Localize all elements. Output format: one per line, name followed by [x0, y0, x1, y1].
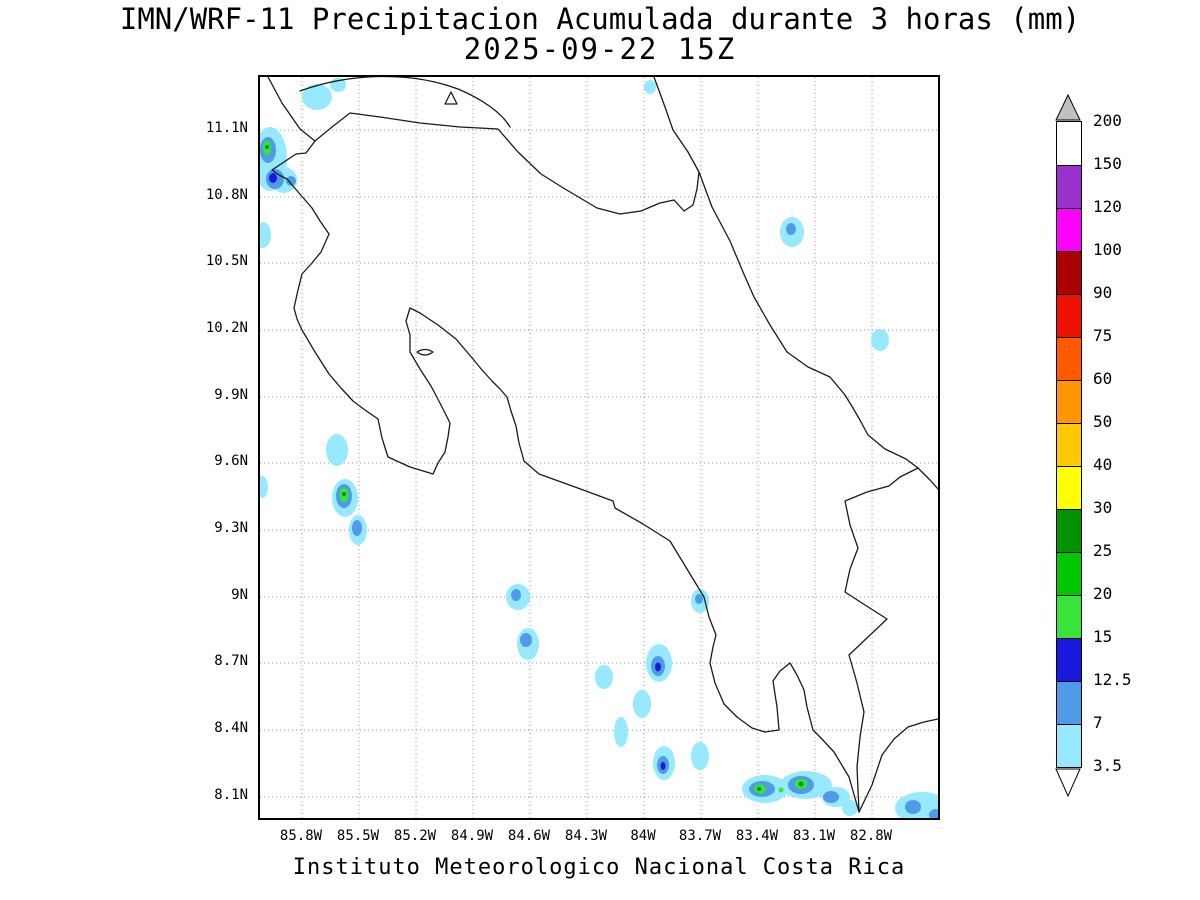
lat-tick-label: 9N: [231, 587, 248, 603]
precip-cell: [614, 717, 628, 747]
precip-cell: [691, 742, 709, 770]
nicaragua-border-san-juan-river: [314, 112, 700, 215]
lat-tick-label: 9.6N: [214, 453, 248, 469]
coastline-layer: [267, 77, 938, 813]
colorbar-segment: [1057, 466, 1081, 509]
colorbar-label: 20: [1093, 584, 1113, 603]
valid-time-subtitle: 2025-09-22 15Z: [463, 32, 737, 66]
precip-cell: [646, 644, 672, 682]
colorbar-segment: [1057, 208, 1081, 251]
colorbar-label: 12.5: [1093, 670, 1132, 689]
page-title: IMN/WRF-11 Precipitacion Acumulada duran…: [119, 2, 1081, 36]
precip-cell: [349, 515, 367, 545]
pacific-coast: [271, 140, 860, 813]
precip-cell: [780, 217, 804, 247]
precip-cell: [742, 771, 850, 807]
colorbar-bottom-arrow: [1055, 768, 1081, 797]
gridlines: [260, 77, 938, 818]
map-plot-area: [258, 75, 940, 820]
lon-tick-label: 85.8W: [279, 828, 323, 844]
colorbar-label: 50: [1093, 412, 1113, 431]
colorbar-label: 7: [1093, 713, 1103, 732]
colorbar-label: 100: [1093, 240, 1122, 259]
colorbar-segment: [1057, 122, 1081, 165]
precip-cell: [633, 690, 651, 718]
precip-cell: [644, 80, 656, 94]
colorbar-label: 40: [1093, 455, 1113, 474]
precip-cell: [595, 665, 613, 689]
precip-cell: [691, 589, 709, 613]
lon-tick-label: 84.6W: [507, 828, 551, 844]
lat-tick-label: 8.7N: [214, 653, 248, 669]
colorbar-label: 30: [1093, 498, 1113, 517]
institution-caption: Instituto Meteorologico Nacional Costa R…: [292, 855, 906, 880]
colorbar-segment: [1057, 509, 1081, 552]
colorbar-label: 15: [1093, 627, 1113, 646]
lake-island: [444, 91, 458, 105]
colorbar-segment: [1057, 337, 1081, 380]
colorbar-segment: [1057, 638, 1081, 681]
map-canvas: [260, 77, 938, 818]
nicaragua-pacific-coast: [267, 77, 316, 142]
precip-cell: [653, 746, 675, 780]
lat-tick-label: 10.8N: [205, 187, 248, 203]
colorbar-label: 60: [1093, 369, 1113, 388]
lat-tick-label: 8.4N: [214, 720, 248, 736]
colorbar-top-arrow-shape: [1055, 94, 1081, 121]
precip-cell: [260, 127, 297, 193]
precip-cell: [895, 792, 938, 818]
lat-tick-label: 11.1N: [205, 120, 248, 136]
colorbar-segment: [1057, 552, 1081, 595]
panama-border: [844, 467, 919, 813]
colorbar-label: 25: [1093, 541, 1113, 560]
precip-cell: [332, 479, 358, 517]
lon-tick-label: 82.8W: [849, 828, 893, 844]
lon-tick-label: 84W: [630, 828, 656, 844]
lon-tick-label: 85.2W: [393, 828, 437, 844]
precip-cell: [260, 222, 271, 248]
precip-cell: [302, 78, 346, 110]
colorbar-segment: [1057, 423, 1081, 466]
colorbar-segment: [1057, 294, 1081, 337]
lake-nicaragua-shore: [299, 77, 511, 128]
colorbar-label: 120: [1093, 197, 1122, 216]
precip-cell: [871, 329, 889, 351]
colorbar-segment: [1057, 681, 1081, 724]
lon-tick-label: 85.5W: [336, 828, 380, 844]
colorbar-label: 75: [1093, 326, 1113, 345]
precip-cell: [260, 476, 268, 498]
precip-cell: [326, 434, 348, 466]
lat-tick-label: 8.1N: [214, 787, 248, 803]
colorbar-bottom-arrow-shape: [1055, 768, 1081, 797]
colorbar-label: 150: [1093, 154, 1122, 173]
colorbar-label: 3.5: [1093, 756, 1122, 775]
precipitation-layer: [260, 78, 938, 818]
lon-tick-label: 83.7W: [678, 828, 722, 844]
colorbar-segment: [1057, 595, 1081, 638]
lat-tick-label: 9.9N: [214, 387, 248, 403]
colorbar-label: 90: [1093, 283, 1113, 302]
precip-cell: [842, 800, 858, 816]
colorbar-segment: [1057, 380, 1081, 423]
colorbar: [1056, 121, 1082, 768]
precip-cell: [506, 584, 530, 610]
colorbar-segment: [1057, 251, 1081, 294]
lat-tick-label: 9.3N: [214, 520, 248, 536]
colorbar-label: 200: [1093, 111, 1122, 130]
lat-tick-label: 10.2N: [205, 320, 248, 336]
lon-tick-label: 84.9W: [450, 828, 494, 844]
lon-tick-label: 84.3W: [564, 828, 608, 844]
colorbar-top-arrow: [1055, 94, 1081, 121]
colorbar-segment: [1057, 165, 1081, 208]
lon-tick-label: 83.1W: [792, 828, 836, 844]
caribbean-coast: [653, 77, 938, 490]
colorbar-segment: [1057, 724, 1081, 767]
precip-cell: [517, 628, 539, 660]
panama-pacific-coast: [858, 718, 938, 813]
lon-tick-label: 83.4W: [735, 828, 779, 844]
lat-tick-label: 10.5N: [205, 253, 248, 269]
chira-island: [416, 348, 434, 356]
